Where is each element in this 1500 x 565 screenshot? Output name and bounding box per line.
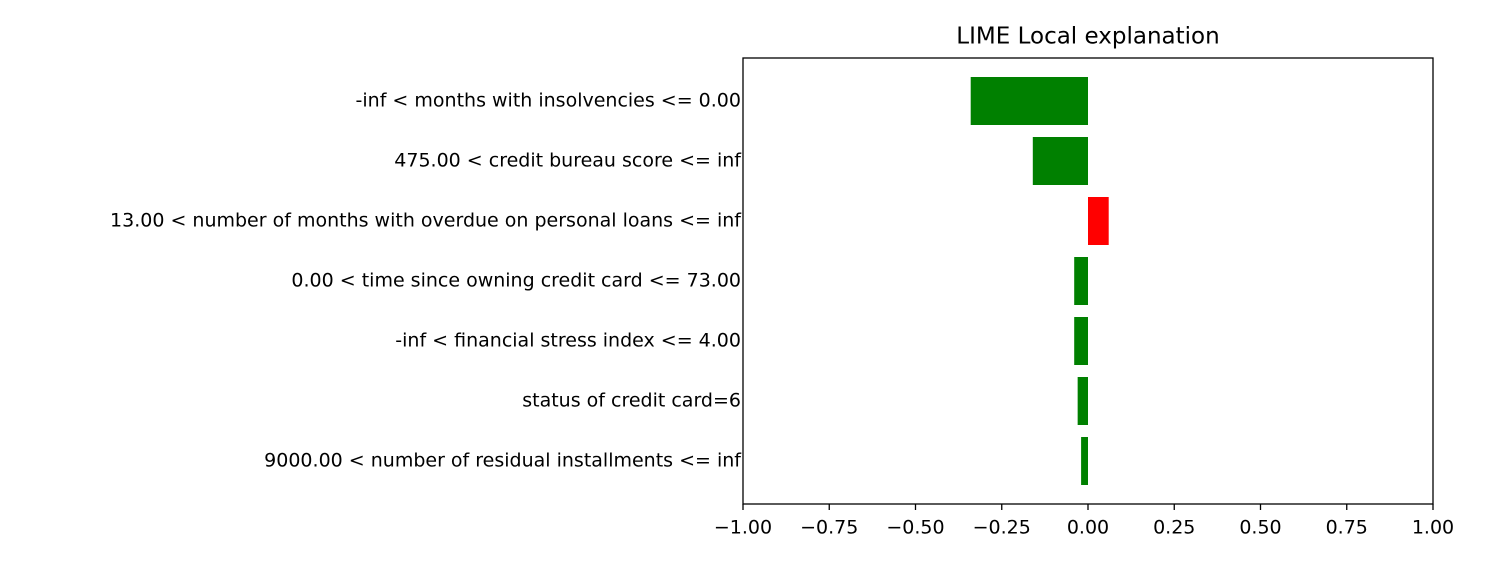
- chart-title: LIME Local explanation: [956, 24, 1219, 50]
- y-tick-label: 475.00 < credit bureau score <= inf: [394, 150, 742, 172]
- y-tick-label: -inf < months with insolvencies <= 0.00: [356, 90, 741, 112]
- bar: [1032, 137, 1088, 185]
- bar: [1077, 377, 1088, 425]
- y-tick-label: -inf < financial stress index <= 4.00: [395, 330, 741, 352]
- x-tick-label: −0.25: [973, 517, 1031, 539]
- x-tick-label: 1.00: [1412, 517, 1454, 539]
- y-tick-label: status of credit card=6: [522, 390, 741, 412]
- x-tick-label: −0.75: [800, 517, 858, 539]
- x-tick-label: 0.25: [1153, 517, 1195, 539]
- y-tick-label: 13.00 < number of months with overdue on…: [110, 210, 742, 232]
- bar: [970, 77, 1088, 125]
- y-tick-label: 0.00 < time since owning credit card <= …: [291, 270, 741, 292]
- bar: [1074, 257, 1088, 305]
- x-tick-label: 0.00: [1067, 517, 1109, 539]
- bar: [1081, 437, 1088, 485]
- y-tick-label: 9000.00 < number of residual installment…: [264, 450, 742, 472]
- x-tick-label: −0.50: [886, 517, 944, 539]
- x-tick-label: 0.75: [1326, 517, 1368, 539]
- x-tick-label: −1.00: [714, 517, 772, 539]
- bar: [1088, 197, 1109, 245]
- bar: [1074, 317, 1088, 365]
- x-tick-label: 0.50: [1239, 517, 1281, 539]
